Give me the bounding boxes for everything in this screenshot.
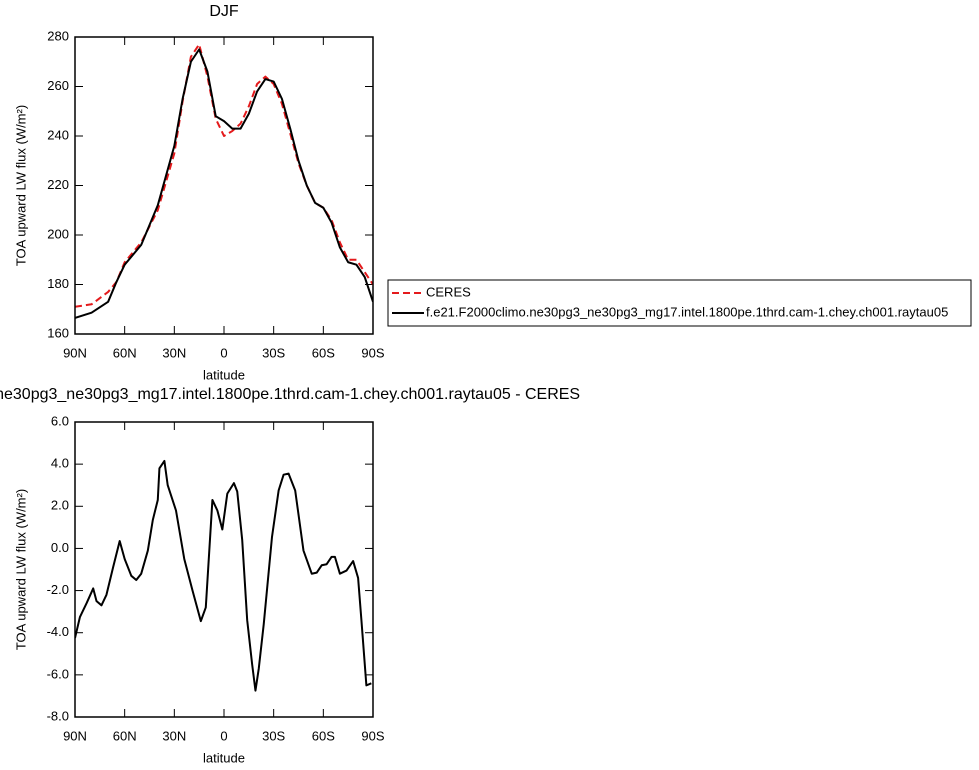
y-tick-label: -2.0 (47, 582, 69, 597)
x-tick-label: 90S (361, 345, 384, 360)
x-tick-label: 60S (312, 345, 335, 360)
x-tick-label: 0 (220, 345, 227, 360)
x-tick-label: 60S (312, 728, 335, 743)
x-tick-label: 90N (63, 728, 87, 743)
y-tick-label: 0.0 (51, 540, 69, 555)
x-tick-label: 30S (262, 345, 285, 360)
y-tick-label: 240 (47, 127, 69, 142)
y-tick-label: 200 (47, 226, 69, 241)
data-line (75, 43, 373, 308)
plot-frame (74, 36, 374, 335)
data-line (75, 459, 372, 692)
x-tick-label: 90N (63, 345, 87, 360)
y-tick-label: 2.0 (51, 498, 69, 513)
x-axis-label: latitude (203, 367, 245, 382)
y-tick-label: -6.0 (47, 666, 69, 681)
x-tick-label: 60N (113, 345, 137, 360)
y-tick-label: -4.0 (47, 624, 69, 639)
data-line (75, 48, 373, 319)
x-tick-label: 30N (162, 728, 186, 743)
y-tick-label: 4.0 (51, 456, 69, 471)
x-tick-label: 60N (113, 728, 137, 743)
y-tick-label: 6.0 (51, 413, 69, 428)
x-tick-label: 30S (262, 728, 285, 743)
plot-frame (74, 421, 374, 718)
y-tick-label: -8.0 (47, 708, 69, 723)
y-tick-label: 220 (47, 177, 69, 192)
y-axis-label: TOA upward LW flux (W/m²) (13, 489, 28, 650)
y-tick-label: 160 (47, 325, 69, 340)
y-tick-label: 180 (47, 276, 69, 291)
chart-title: DJF (209, 3, 239, 20)
y-tick-label: 280 (47, 28, 69, 43)
x-tick-label: 30N (162, 345, 186, 360)
x-axis-label: latitude (203, 750, 245, 765)
x-tick-label: 90S (361, 728, 384, 743)
legend-label: CERES (426, 284, 471, 299)
x-tick-label: 0 (220, 728, 227, 743)
legend-label: f.e21.F2000climo.ne30pg3_ne30pg3_mg17.in… (426, 304, 948, 319)
legend-box (387, 279, 972, 327)
y-tick-label: 260 (47, 78, 69, 93)
chart-title: f.e21.F2000climo.ne30pg3_ne30pg3_mg17.in… (0, 386, 580, 403)
y-axis-label: TOA upward LW flux (W/m²) (13, 105, 28, 266)
